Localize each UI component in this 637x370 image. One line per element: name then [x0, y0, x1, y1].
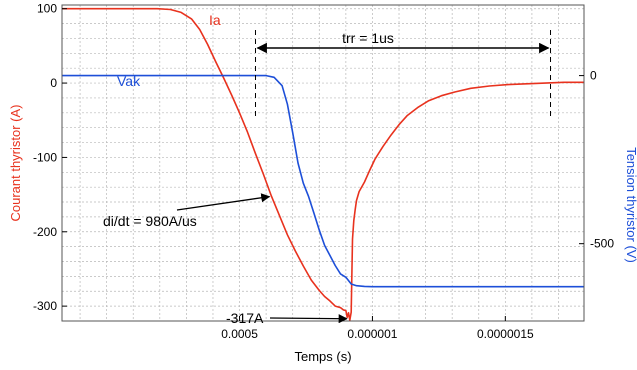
series-group: [62, 7, 584, 321]
y-left-tick-label: -300: [33, 299, 57, 313]
x-tick-label: 0.000001: [347, 327, 397, 341]
y-left-tick-label: 0: [50, 76, 57, 90]
y-left-tick-label: 100: [37, 2, 57, 16]
peak-arrow: [269, 314, 348, 324]
y-left-tick-label: -100: [33, 150, 57, 164]
ticks: 100 0 -100 -200 -300 0 -500 0.0005 0.000001 0.000…: [33, 2, 614, 341]
peak-label: -317A: [226, 310, 264, 326]
y-left-axis-label: Courant thyristor (A): [8, 104, 23, 221]
plot-frame: [61, 4, 585, 322]
trr-label: trr = 1us: [342, 30, 394, 46]
series-label-vak: Vak: [117, 73, 141, 89]
didt-arrow: [176, 193, 271, 211]
x-tick-label: 0.0005: [221, 327, 258, 341]
y-left-tick-label: -200: [33, 225, 57, 239]
grid: [62, 5, 584, 321]
y-right-axis-label: Tension thyristor (V): [624, 147, 637, 263]
series-line-ia: [62, 7, 584, 321]
annotations: Ia Vak trr = 1us di/dt = 980A/us -317A: [103, 12, 552, 326]
x-axis-label: Temps (s): [294, 349, 351, 364]
series-label-ia: Ia: [209, 12, 221, 28]
y-right-tick-label: 0: [590, 69, 597, 83]
series-line-vak: [62, 74, 584, 288]
y-right-tick-label: -500: [590, 237, 614, 251]
didt-label: di/dt = 980A/us: [103, 213, 197, 229]
x-tick-label: 0.0000015: [477, 327, 534, 341]
